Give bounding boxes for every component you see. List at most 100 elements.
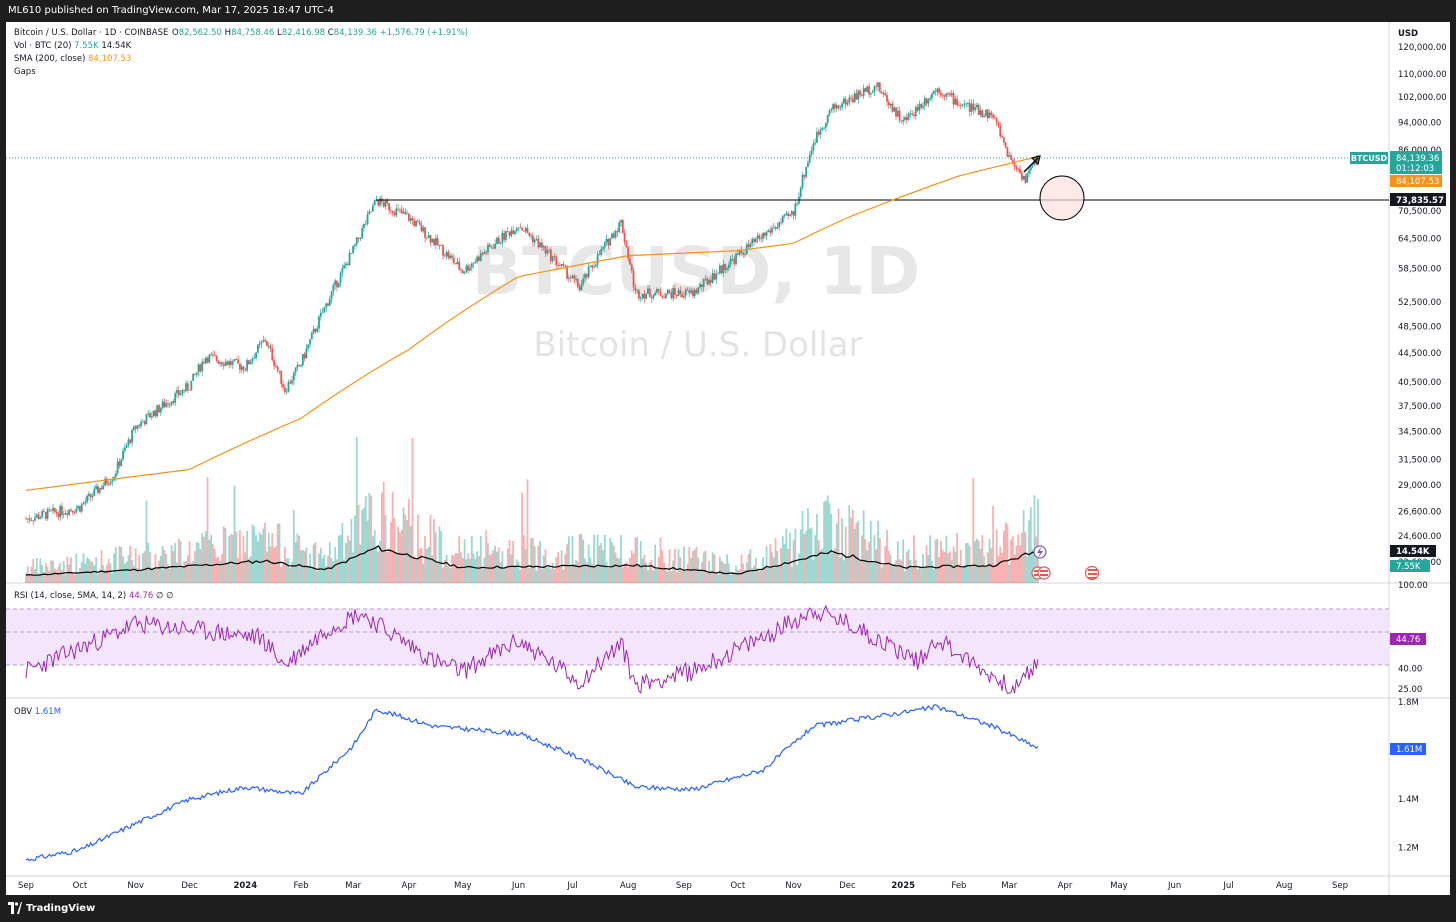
volume-bar <box>391 491 394 583</box>
candle <box>219 361 222 367</box>
volume-bar <box>44 562 47 583</box>
candle <box>249 359 252 365</box>
candle <box>415 220 417 228</box>
volume-bar <box>859 559 861 583</box>
volume-bar <box>551 562 554 583</box>
candle <box>941 93 944 99</box>
candle <box>120 458 123 467</box>
candle <box>361 225 364 240</box>
volume-bar <box>733 573 736 583</box>
candle <box>954 95 957 106</box>
candle <box>567 274 570 283</box>
price-axis[interactable]: 120,000.00 110,000.00 102,000.00 94,000.00 8… <box>1398 43 1447 568</box>
candle <box>68 509 71 517</box>
candle <box>429 234 432 247</box>
candle <box>549 247 552 265</box>
volume-bar <box>515 559 518 583</box>
svg-text:7.55K: 7.55K <box>1396 562 1421 572</box>
volume-bar <box>208 539 211 583</box>
candle <box>576 278 579 289</box>
candle <box>532 232 534 247</box>
candle <box>105 476 108 487</box>
volume-bar <box>253 526 256 583</box>
volume-bar <box>346 535 349 583</box>
candle <box>366 210 369 226</box>
candle <box>803 174 806 181</box>
candle <box>866 85 869 93</box>
volume-bar <box>409 526 412 583</box>
candle <box>1026 172 1029 183</box>
candle <box>1020 169 1023 182</box>
candle <box>808 151 811 165</box>
obv-axis[interactable]: 1.8M 1.4M 1.2M <box>1398 698 1419 854</box>
volume-bar <box>499 562 502 583</box>
volume-bar <box>868 541 870 583</box>
candle <box>28 514 31 524</box>
volume-bar <box>339 534 342 583</box>
candle <box>787 210 790 220</box>
chart-area[interactable]: BTCUSD, 1D Bitcoin / U.S. Dollar <box>6 22 1450 895</box>
volume-bar <box>233 485 236 583</box>
volume-bar <box>983 556 985 583</box>
time-tick-label: Jul <box>566 881 577 891</box>
candle <box>168 402 171 409</box>
time-axis[interactable]: Sep Oct Nov Dec 2024 Feb Mar Apr May Jun Jul Aug Sep… <box>18 881 1348 891</box>
candle <box>943 94 946 101</box>
volume-bar <box>143 551 146 583</box>
candle <box>990 110 993 119</box>
lightning-icon[interactable] <box>1033 545 1047 559</box>
candle <box>285 388 288 395</box>
volume-bar <box>880 567 883 583</box>
volume-bar <box>445 554 448 583</box>
us-flag-icon[interactable] <box>1037 566 1051 580</box>
volume-bar <box>968 545 971 583</box>
volume-bar <box>851 509 854 583</box>
candle <box>382 199 385 208</box>
candle <box>825 122 827 132</box>
candle <box>891 101 894 113</box>
candle <box>330 290 333 304</box>
volume-bar <box>116 571 119 583</box>
candle <box>533 237 536 246</box>
volume-bar <box>149 551 151 583</box>
candle <box>50 509 53 512</box>
candle <box>458 257 461 271</box>
volume-bar <box>718 556 721 583</box>
volume-bar <box>823 501 826 583</box>
volume-bar <box>145 500 148 583</box>
volume-bar <box>638 563 640 583</box>
candle <box>82 501 85 505</box>
candle <box>810 146 813 158</box>
volume-bar <box>267 532 270 583</box>
candle <box>292 371 295 385</box>
volume-bar <box>677 549 680 583</box>
volume-bar <box>156 569 159 583</box>
volume-bar <box>974 541 976 583</box>
volume-bar <box>625 562 628 583</box>
candle <box>323 306 326 313</box>
candle <box>52 503 54 515</box>
volume-bar <box>201 533 204 583</box>
volume-bar <box>386 552 389 583</box>
volume-bar <box>355 437 358 583</box>
target-circle[interactable] <box>1039 175 1085 221</box>
candle <box>438 244 441 250</box>
arrow-annotation[interactable] <box>1023 155 1041 173</box>
volume-bar <box>1010 539 1012 583</box>
candle <box>136 424 139 431</box>
volume-bar <box>587 544 590 583</box>
volume-bar <box>55 570 58 583</box>
svg-text:BTCUSD: BTCUSD <box>1351 154 1388 163</box>
candle <box>237 355 240 364</box>
candle <box>967 101 969 108</box>
volume-bar <box>808 528 811 583</box>
candle <box>294 367 297 376</box>
volume-bar <box>896 541 899 583</box>
candle <box>224 358 227 367</box>
volume-bar <box>79 567 81 583</box>
volume-bar <box>262 528 265 583</box>
volume-bar <box>314 541 317 583</box>
volume-bar <box>440 531 443 583</box>
us-flag-icon[interactable] <box>1084 565 1100 581</box>
volume-bar <box>584 558 586 583</box>
